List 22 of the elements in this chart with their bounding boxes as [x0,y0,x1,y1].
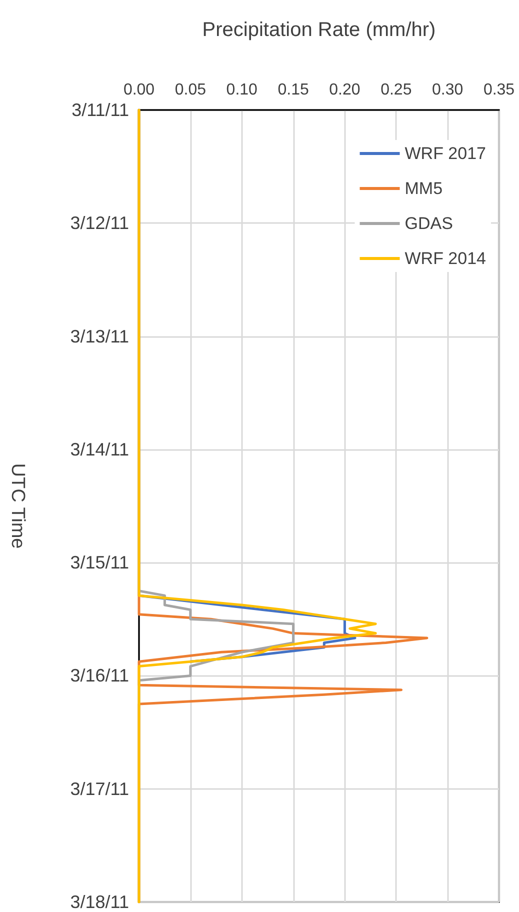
x-tick-label: 0.15 [278,82,309,98]
y-tick-label: 3/17/11 [70,778,129,799]
y-tick-label: 3/12/11 [70,213,129,234]
y-tick-label: 3/18/11 [70,892,129,912]
x-tick-label: 0.05 [174,82,206,98]
y-tick-label: 3/13/11 [70,326,129,346]
y-tick-label: 3/11/11 [72,100,129,120]
x-tick-label: 0.20 [329,82,360,98]
x-tick-label: 0.00 [123,82,155,98]
x-tick-label: 0.10 [226,82,258,98]
x-axis-title: Precipitation Rate (mm/hr) [202,19,436,41]
legend-label: WRF 2017 [404,144,486,163]
legend-label: MM5 [404,179,443,198]
x-tick-label: 0.35 [483,82,515,98]
y-axis-title: UTC Time [7,463,28,549]
legend-label: WRF 2014 [404,249,486,268]
y-tick-label: 3/14/11 [70,439,129,460]
x-tick-label: 0.30 [432,82,464,98]
x-tick-label: 0.25 [380,82,412,98]
legend-label: GDAS [404,214,453,233]
y-tick-label: 3/15/11 [70,552,129,573]
y-tick-label: 3/16/11 [70,666,129,686]
